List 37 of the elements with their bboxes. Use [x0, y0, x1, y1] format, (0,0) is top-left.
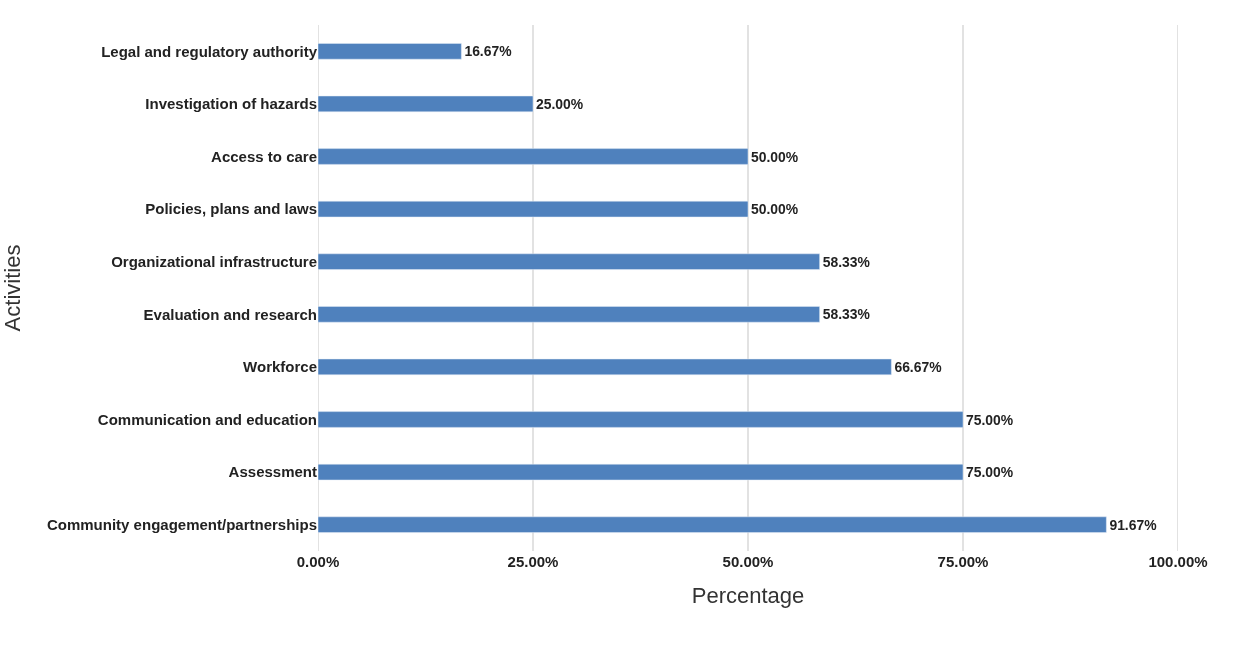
y-tick-label: Investigation of hazards — [145, 95, 317, 113]
bar — [318, 43, 462, 60]
bar — [318, 95, 534, 113]
bar — [318, 200, 749, 218]
y-tick-label: Evaluation and research — [143, 305, 317, 323]
data-label: 50.00% — [751, 201, 799, 218]
bar — [318, 253, 820, 270]
y-tick-label: Legal and regulatory authority — [101, 42, 318, 60]
y-tick-label: Workforce — [243, 358, 317, 376]
bar — [318, 463, 964, 481]
data-label: 58.33% — [822, 306, 870, 323]
y-tick-label: Community engagement/partnerships — [46, 515, 317, 533]
y-tick-label: Communication and education — [97, 410, 317, 428]
bar — [318, 306, 820, 323]
y-axis-title: Activities — [0, 244, 25, 332]
x-tick-label: 50.00% — [722, 553, 774, 570]
y-tick-label: Policies, plans and laws — [145, 200, 317, 218]
x-tick-label: 0.00% — [296, 553, 340, 570]
x-tick-label: 75.00% — [937, 553, 989, 570]
bar — [318, 411, 964, 428]
data-label: 75.00% — [966, 464, 1014, 481]
data-label: 50.00% — [751, 148, 799, 165]
data-label: 16.67% — [464, 43, 512, 60]
y-tick-label: Assessment — [228, 463, 317, 481]
bar — [318, 358, 892, 376]
x-tick-label: 100.00% — [1148, 553, 1208, 570]
bar — [318, 516, 1107, 533]
x-axis-title: Percentage — [691, 582, 805, 608]
data-label: 91.67% — [1109, 516, 1157, 533]
y-tick-label: Organizational infrastructure — [111, 252, 317, 270]
data-label: 66.67% — [894, 359, 942, 376]
x-tick-label: 25.00% — [507, 553, 559, 570]
data-label: 75.00% — [966, 411, 1014, 428]
data-label: 25.00% — [536, 96, 584, 113]
data-label: 58.33% — [822, 253, 870, 270]
bar — [318, 148, 749, 165]
y-tick-label: Access to care — [211, 147, 317, 165]
